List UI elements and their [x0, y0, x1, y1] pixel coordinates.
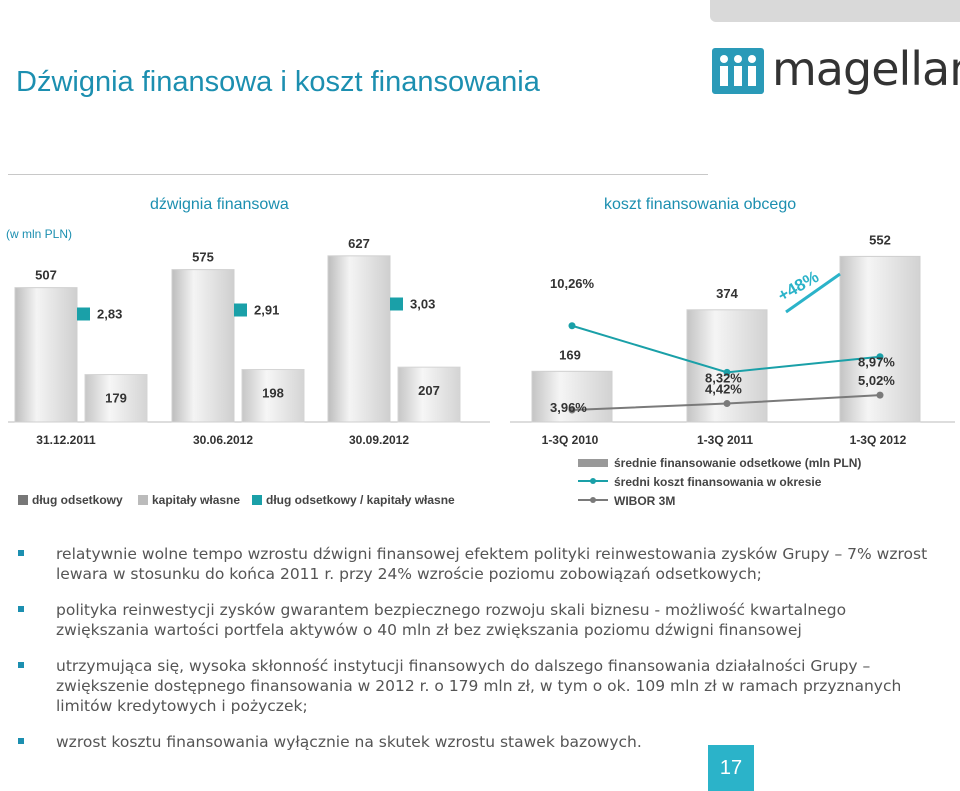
- magellan-logo: magellan: [712, 42, 960, 96]
- legend-label-avg-cost: średni koszt finansowania w okresie: [614, 475, 822, 489]
- growth-label: +48%: [775, 267, 823, 305]
- cost-point: [568, 322, 576, 330]
- legend-swatch-equity: [138, 495, 148, 505]
- equity-bar: [397, 366, 461, 423]
- debt-bar-label: 627: [348, 236, 370, 251]
- logo-mark-icon: [712, 48, 764, 94]
- x-tick-label: 30.06.2012: [193, 433, 253, 447]
- equity-bar-label: 207: [418, 383, 440, 398]
- legend-debt: dług odsetkowy: [18, 493, 123, 507]
- wibor-point: [876, 391, 884, 399]
- legend-swatch-cost-line: [578, 478, 608, 484]
- bullet-marker: [18, 606, 24, 612]
- legend-label-wibor: WIBOR 3M: [614, 494, 676, 508]
- bullet-item: relatywnie wolne tempo wzrostu dźwigni f…: [18, 544, 938, 584]
- cost-point: [876, 353, 884, 361]
- bullet-marker: [18, 738, 24, 744]
- financing-bar-label: 552: [869, 232, 891, 247]
- x-tick-label: 1-3Q 2011: [697, 433, 753, 447]
- x-tick-label: 30.09.2012: [349, 433, 409, 447]
- wibor-point: [723, 400, 731, 408]
- financing-bar: [531, 370, 613, 423]
- bullet-marker: [18, 550, 24, 556]
- x-tick-label: 1-3Q 2010: [542, 433, 599, 447]
- logo-text: magellan: [772, 42, 960, 96]
- debt-bar: [171, 269, 235, 423]
- financing-bar-label: 169: [559, 347, 581, 362]
- legend-ratio: dług odsetkowy / kapitały własne: [252, 493, 455, 507]
- ratio-label: 2,91: [254, 303, 279, 318]
- legend-label-ratio: dług odsetkowy / kapitały własne: [266, 493, 455, 507]
- debt-bar: [14, 287, 78, 423]
- cost-point: [723, 368, 731, 376]
- ratio-marker: [234, 303, 247, 317]
- equity-bar: [84, 374, 148, 423]
- wibor-point: [568, 406, 576, 414]
- left-chart-subtitle: dźwignia finansowa: [150, 196, 289, 213]
- x-tick-label: 31.12.2011: [36, 433, 96, 447]
- cost-label: 8,97%: [858, 355, 895, 370]
- wibor-label: 4,42%: [705, 382, 742, 397]
- equity-bar: [241, 369, 305, 423]
- wibor-label: 5,02%: [858, 373, 895, 388]
- legend-swatch-ratio: [252, 495, 262, 505]
- bullet-text: polityka reinwestycji zysków gwarantem b…: [56, 601, 847, 639]
- legend-label-avg-financing: średnie finansowanie odsetkowe (mln PLN): [614, 456, 862, 470]
- page-title: Dźwignia finansowa i koszt finansowania: [16, 66, 540, 98]
- bullet-text: utrzymująca się, wysoka skłonność instyt…: [56, 657, 902, 715]
- x-tick-label: 1-3Q 2012: [850, 433, 907, 447]
- ratio-marker: [390, 297, 403, 311]
- divider: [8, 174, 708, 175]
- ratio-marker: [77, 307, 90, 321]
- legend-swatch-debt: [18, 495, 28, 505]
- wibor-label: 3,96%: [550, 400, 587, 415]
- legend-avg-financing: średnie finansowanie odsetkowe (mln PLN): [578, 456, 861, 470]
- page-number: 17: [708, 745, 754, 791]
- bullet-text: wzrost kosztu finansowania wyłącznie na …: [56, 733, 642, 751]
- equity-bar-label: 198: [262, 386, 284, 401]
- ratio-label: 2,83: [97, 307, 122, 322]
- legend-wibor: WIBOR 3M: [578, 494, 675, 508]
- cost-label: 10,26%: [550, 276, 595, 291]
- equity-bar-label: 179: [105, 391, 127, 406]
- bullet-item: wzrost kosztu finansowania wyłącznie na …: [18, 732, 938, 752]
- financing-bar-label: 374: [716, 286, 738, 301]
- legend-label-debt: dług odsetkowy: [32, 493, 123, 507]
- growth-arrow: [785, 272, 841, 314]
- debt-bar: [327, 255, 391, 423]
- legend-label-equity: kapitały własne: [152, 493, 241, 507]
- debt-bar-label: 575: [192, 250, 214, 265]
- legend-equity: kapitały własne: [138, 493, 240, 507]
- bullet-marker: [18, 662, 24, 668]
- debt-bar-label: 507: [35, 268, 57, 283]
- leverage-chart: 507 179 2,83 31.12.2011 575 198 2,91 30.06.2012…: [8, 236, 490, 447]
- top-bar: [710, 0, 960, 22]
- right-chart-subtitle: koszt finansowania obcego: [604, 196, 797, 213]
- unit-label: (w mln PLN): [6, 227, 73, 241]
- bullet-item: utrzymująca się, wysoka skłonność instyt…: [18, 656, 938, 716]
- legend-swatch-wibor-line: [578, 497, 608, 503]
- legend-avg-cost: średni koszt finansowania w okresie: [578, 475, 821, 489]
- bullet-list: relatywnie wolne tempo wzrostu dźwigni f…: [18, 544, 938, 768]
- bullet-text: relatywnie wolne tempo wzrostu dźwigni f…: [56, 545, 928, 583]
- ratio-label: 3,03: [410, 297, 435, 312]
- financing-cost-chart: 169 1-3Q 2010 374 1-3Q 2011 552 1-3Q 2012 10,2…: [510, 232, 955, 447]
- cost-label: 8,32%: [705, 370, 742, 385]
- legend-swatch-bars: [578, 459, 608, 467]
- bullet-item: polityka reinwestycji zysków gwarantem b…: [18, 600, 938, 640]
